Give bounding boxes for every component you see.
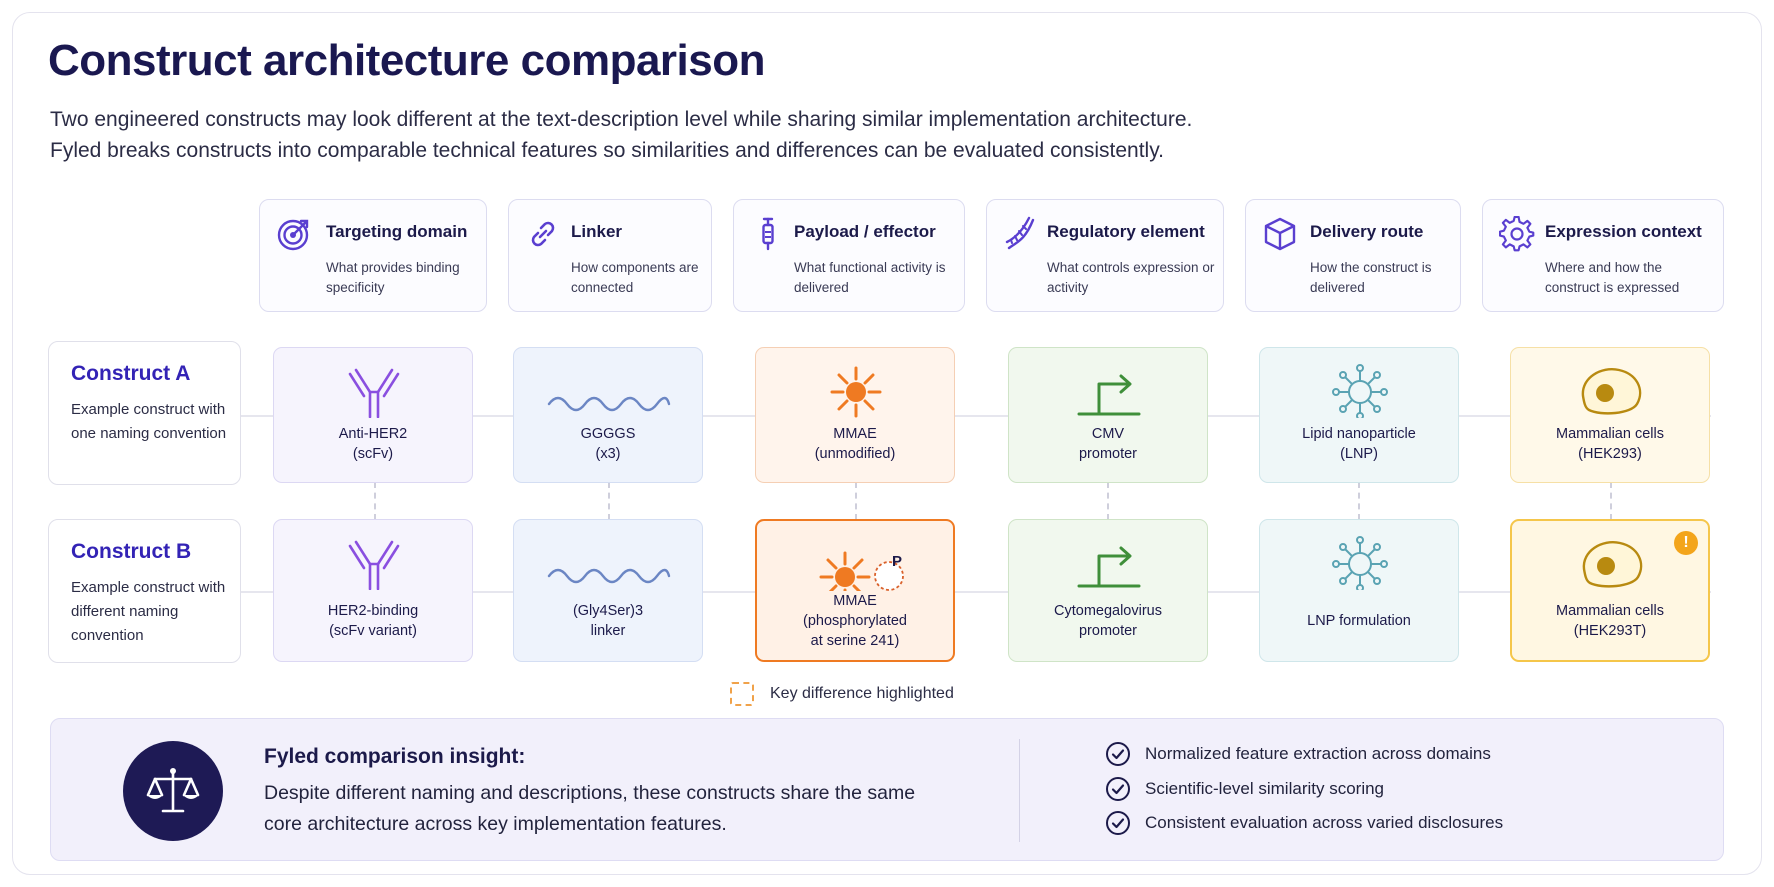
construct-desc: Example construct with different naming … [71,579,226,644]
wave-linker-icon [547,396,671,412]
row-connector-b [241,591,1711,593]
antibody-icon [348,540,400,590]
cell-text: LNP formulation [1307,613,1411,629]
column-connector [855,482,857,520]
feature-desc: How components are connected [571,260,699,295]
target-icon [277,219,309,251]
cell-b-delivery: LNP formulation [1259,519,1459,662]
cell-text: MMAE (unmodified) [814,426,896,462]
phospho-badge: P [891,553,902,570]
syringe-icon [762,217,774,251]
promoter-arrow-icon [1077,546,1141,588]
cell-icon [1581,368,1642,415]
feature-card-delivery: Delivery route How the construct is deli… [1245,199,1461,312]
cell-text: Cytomegalovirus promoter [1054,603,1162,639]
check-circle-icon [1106,776,1130,801]
row-connector-a [241,415,1711,417]
cell-b-targeting: HER2-binding (scFv variant) [273,519,473,662]
insight-title: Fyled comparison insight: [264,745,526,768]
page-title: Construct architecture comparison [48,36,766,85]
feature-card-linker: Linker How components are connected [508,199,712,312]
feature-desc: What functional activity is delivered [794,260,946,295]
link-icon [531,221,555,247]
feature-title: Payload / effector [794,222,936,241]
column-connector [1107,482,1109,520]
payload-star-icon [830,366,882,418]
cell-a-targeting: Anti-HER2 (scFv) [273,347,473,483]
column-connector [1610,482,1612,520]
cell-a-linker: GGGGS (x3) [513,347,703,483]
feature-title: Regulatory element [1047,222,1205,241]
construct-a-label: Construct A Example construct with one n… [48,341,241,485]
payload-star-phospho-icon [819,551,904,591]
nanoparticle-icon [1332,536,1388,590]
feature-title: Targeting domain [326,222,468,241]
cell-b-regulatory: Cytomegalovirus promoter [1008,519,1208,662]
cell-text: Mammalian cells (HEK293) [1556,426,1664,462]
legend-dashed-box-icon [730,682,754,706]
insight-text: Despite different naming and description… [264,782,916,835]
page-subtitle: Two engineered constructs may look diffe… [50,104,1192,166]
check-label: Consistent evaluation across varied disc… [1145,813,1504,832]
insight-divider [1019,739,1020,842]
cell-text: HER2-binding (scFv variant) [327,603,419,639]
column-connector [374,482,376,520]
subtitle-line: Fyled breaks constructs into comparable … [50,139,1164,162]
feature-title: Delivery route [1310,222,1424,241]
construct-b-label: Construct B Example construct with diffe… [48,519,241,663]
cell-a-expression: Mammalian cells (HEK293) [1510,347,1710,483]
cell-b-expression: ! Mammalian cells (HEK293T) [1510,519,1710,662]
feature-desc: How the construct is delivered [1310,260,1432,295]
construct-name: Construct A [71,362,191,385]
feature-desc: What provides binding specificity [326,260,460,295]
feature-card-regulatory: Regulatory element What controls express… [986,199,1224,312]
feature-card-expression: Expression context Where and how the con… [1482,199,1724,312]
legend-label: Key difference highlighted [770,685,954,702]
cell-text: Lipid nanoparticle (LNP) [1302,426,1416,462]
cell-text: Mammalian cells (HEK293T) [1556,603,1664,639]
promoter-arrow-icon [1077,374,1141,416]
cell-text: (Gly4Ser)3 linker [572,603,644,639]
nanoparticle-icon [1332,364,1388,418]
insight-panel: Fyled comparison insight: Despite differ… [50,718,1724,861]
feature-card-targeting: Targeting domain What provides binding s… [259,199,487,312]
check-label: Normalized feature extraction across dom… [1145,744,1491,763]
feature-desc: Where and how the construct is expressed [1545,260,1680,295]
cell-text: MMAE (phosphorylated at serine 241) [803,593,907,649]
construct-desc: Example construct with one naming conven… [71,401,227,442]
wave-linker-icon [547,568,671,584]
subtitle-line: Two engineered constructs may look diffe… [50,108,1193,131]
cell-a-regulatory: CMV promoter [1008,347,1208,483]
feature-card-payload: Payload / effector What functional activ… [733,199,965,312]
cell-text: CMV promoter [1078,426,1138,462]
check-circle-icon [1106,811,1130,835]
column-connector [608,482,610,520]
cell-a-delivery: Lipid nanoparticle (LNP) [1259,347,1459,483]
construct-name: Construct B [71,540,192,563]
antibody-icon [348,368,400,418]
check-circle-icon [1106,742,1130,766]
cube-icon [1264,217,1296,251]
cell-text: Anti-HER2 (scFv) [338,426,408,462]
cell-a-payload: MMAE (unmodified) [755,347,955,483]
cell-icon [1582,541,1643,588]
cell-text: GGGGS (x3) [580,426,636,462]
check-label: Scientific-level similarity scoring [1145,778,1385,798]
cell-b-payload: P MMAE (phosphorylated at serine 241) [755,519,955,662]
warning-icon: ! [1674,531,1698,555]
cell-b-linker: (Gly4Ser)3 linker [513,519,703,662]
feature-title: Linker [571,222,623,241]
column-connector [1358,482,1360,520]
scales-icon [123,741,223,841]
feature-title: Expression context [1545,222,1702,241]
feature-desc: What controls expression or activity [1047,260,1215,295]
gear-icon [1499,216,1535,252]
dna-icon [1005,216,1035,250]
